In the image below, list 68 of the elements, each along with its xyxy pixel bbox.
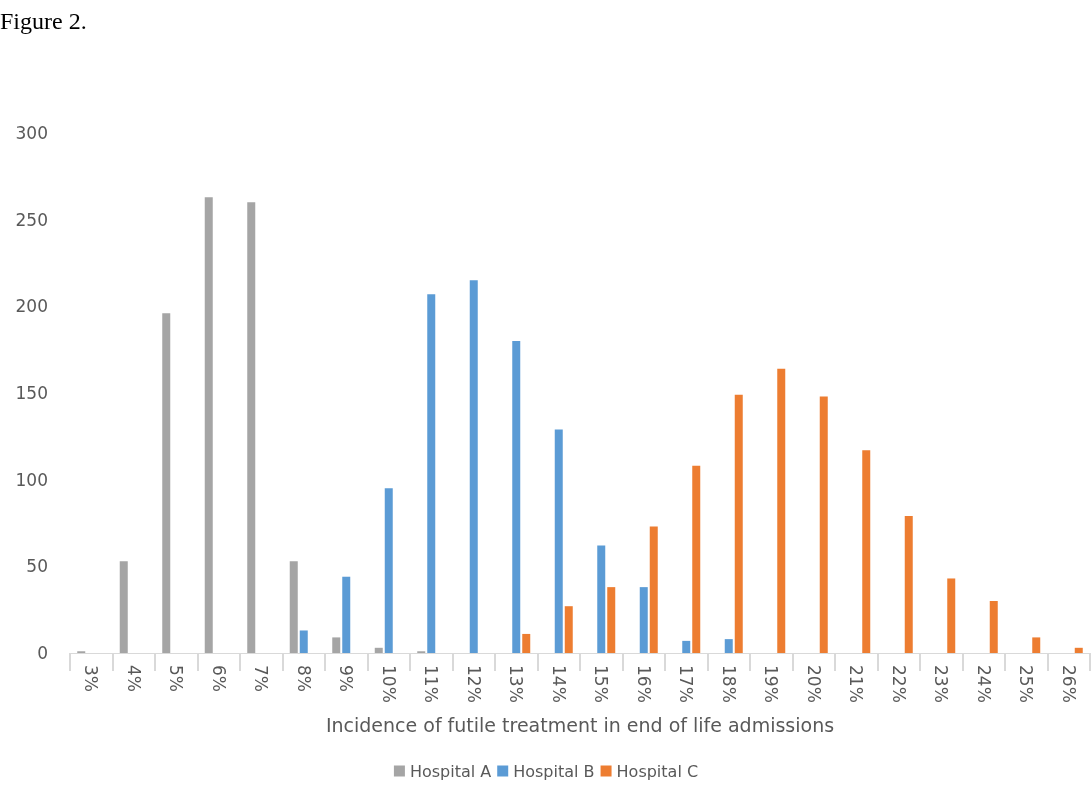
bar bbox=[819, 396, 828, 653]
x-tick-label: 10% bbox=[378, 665, 399, 703]
bar bbox=[989, 601, 998, 653]
legend-label: Hospital A bbox=[409, 761, 492, 781]
caption: Figure 2. bbox=[0, 8, 87, 35]
x-tick-label: 26% bbox=[1058, 665, 1079, 703]
bar bbox=[119, 561, 128, 653]
bar bbox=[554, 429, 563, 653]
bar bbox=[374, 647, 383, 653]
bar bbox=[512, 341, 521, 653]
x-tick-label: 22% bbox=[888, 665, 909, 703]
bar bbox=[607, 587, 616, 653]
bar bbox=[162, 313, 171, 653]
bar bbox=[204, 197, 213, 653]
x-tick-label: 24% bbox=[973, 665, 994, 703]
y-tick-label: 0 bbox=[37, 643, 48, 663]
x-tick-label: 15% bbox=[591, 665, 612, 703]
bar bbox=[247, 202, 256, 653]
bar bbox=[469, 280, 478, 653]
bar bbox=[299, 630, 308, 653]
x-tick-label: 16% bbox=[633, 665, 654, 703]
x-tick-label: 3% bbox=[81, 665, 102, 692]
bar bbox=[682, 640, 691, 653]
bar bbox=[342, 576, 351, 653]
y-tick-label: 150 bbox=[15, 383, 48, 403]
bar bbox=[692, 465, 701, 653]
bar bbox=[1074, 647, 1083, 653]
y-tick-label: 250 bbox=[15, 209, 48, 230]
x-tick-label: 11% bbox=[421, 665, 442, 703]
x-tick-label: 6% bbox=[208, 665, 229, 692]
bar bbox=[384, 488, 393, 653]
bar bbox=[597, 545, 606, 653]
x-tick-label: 7% bbox=[251, 665, 272, 692]
bar bbox=[332, 637, 341, 653]
legend-label: Hospital B bbox=[513, 761, 595, 781]
x-tick-label: 5% bbox=[166, 665, 187, 692]
x-tick-label: 18% bbox=[718, 665, 739, 703]
x-tick-label: 14% bbox=[548, 665, 569, 703]
bar bbox=[1032, 637, 1041, 653]
x-tick-label: 12% bbox=[463, 665, 484, 703]
bar bbox=[564, 606, 573, 653]
bar bbox=[639, 587, 648, 653]
x-axis-title: Incidence of futile treatment in end of life admissions bbox=[325, 713, 835, 736]
bar bbox=[862, 450, 871, 653]
y-tick-label: 50 bbox=[26, 556, 48, 577]
bar bbox=[777, 368, 786, 653]
x-tick-label: 23% bbox=[931, 665, 952, 703]
bar bbox=[734, 394, 743, 653]
x-tick-label: 17% bbox=[676, 665, 697, 703]
x-tick-label: 19% bbox=[761, 665, 782, 703]
bar bbox=[522, 633, 531, 653]
x-tick-label: 13% bbox=[506, 665, 527, 703]
x-tick-label: 8% bbox=[293, 665, 314, 692]
bar bbox=[427, 294, 436, 653]
x-tick-label: 9% bbox=[336, 665, 357, 692]
x-tick-label: 21% bbox=[846, 665, 867, 703]
x-tick-label: 4% bbox=[123, 665, 144, 692]
bar bbox=[724, 639, 733, 653]
legend-label: Hospital C bbox=[616, 761, 699, 781]
x-tick-label: 20% bbox=[803, 665, 824, 703]
y-tick-label: 200 bbox=[15, 296, 48, 317]
x-tick-label: 25% bbox=[1016, 665, 1037, 703]
bar bbox=[289, 561, 298, 653]
bar bbox=[947, 578, 956, 653]
bar bbox=[904, 516, 913, 653]
y-tick-label: 300 bbox=[15, 123, 48, 143]
bar bbox=[649, 526, 658, 653]
y-tick-label: 100 bbox=[15, 469, 48, 490]
